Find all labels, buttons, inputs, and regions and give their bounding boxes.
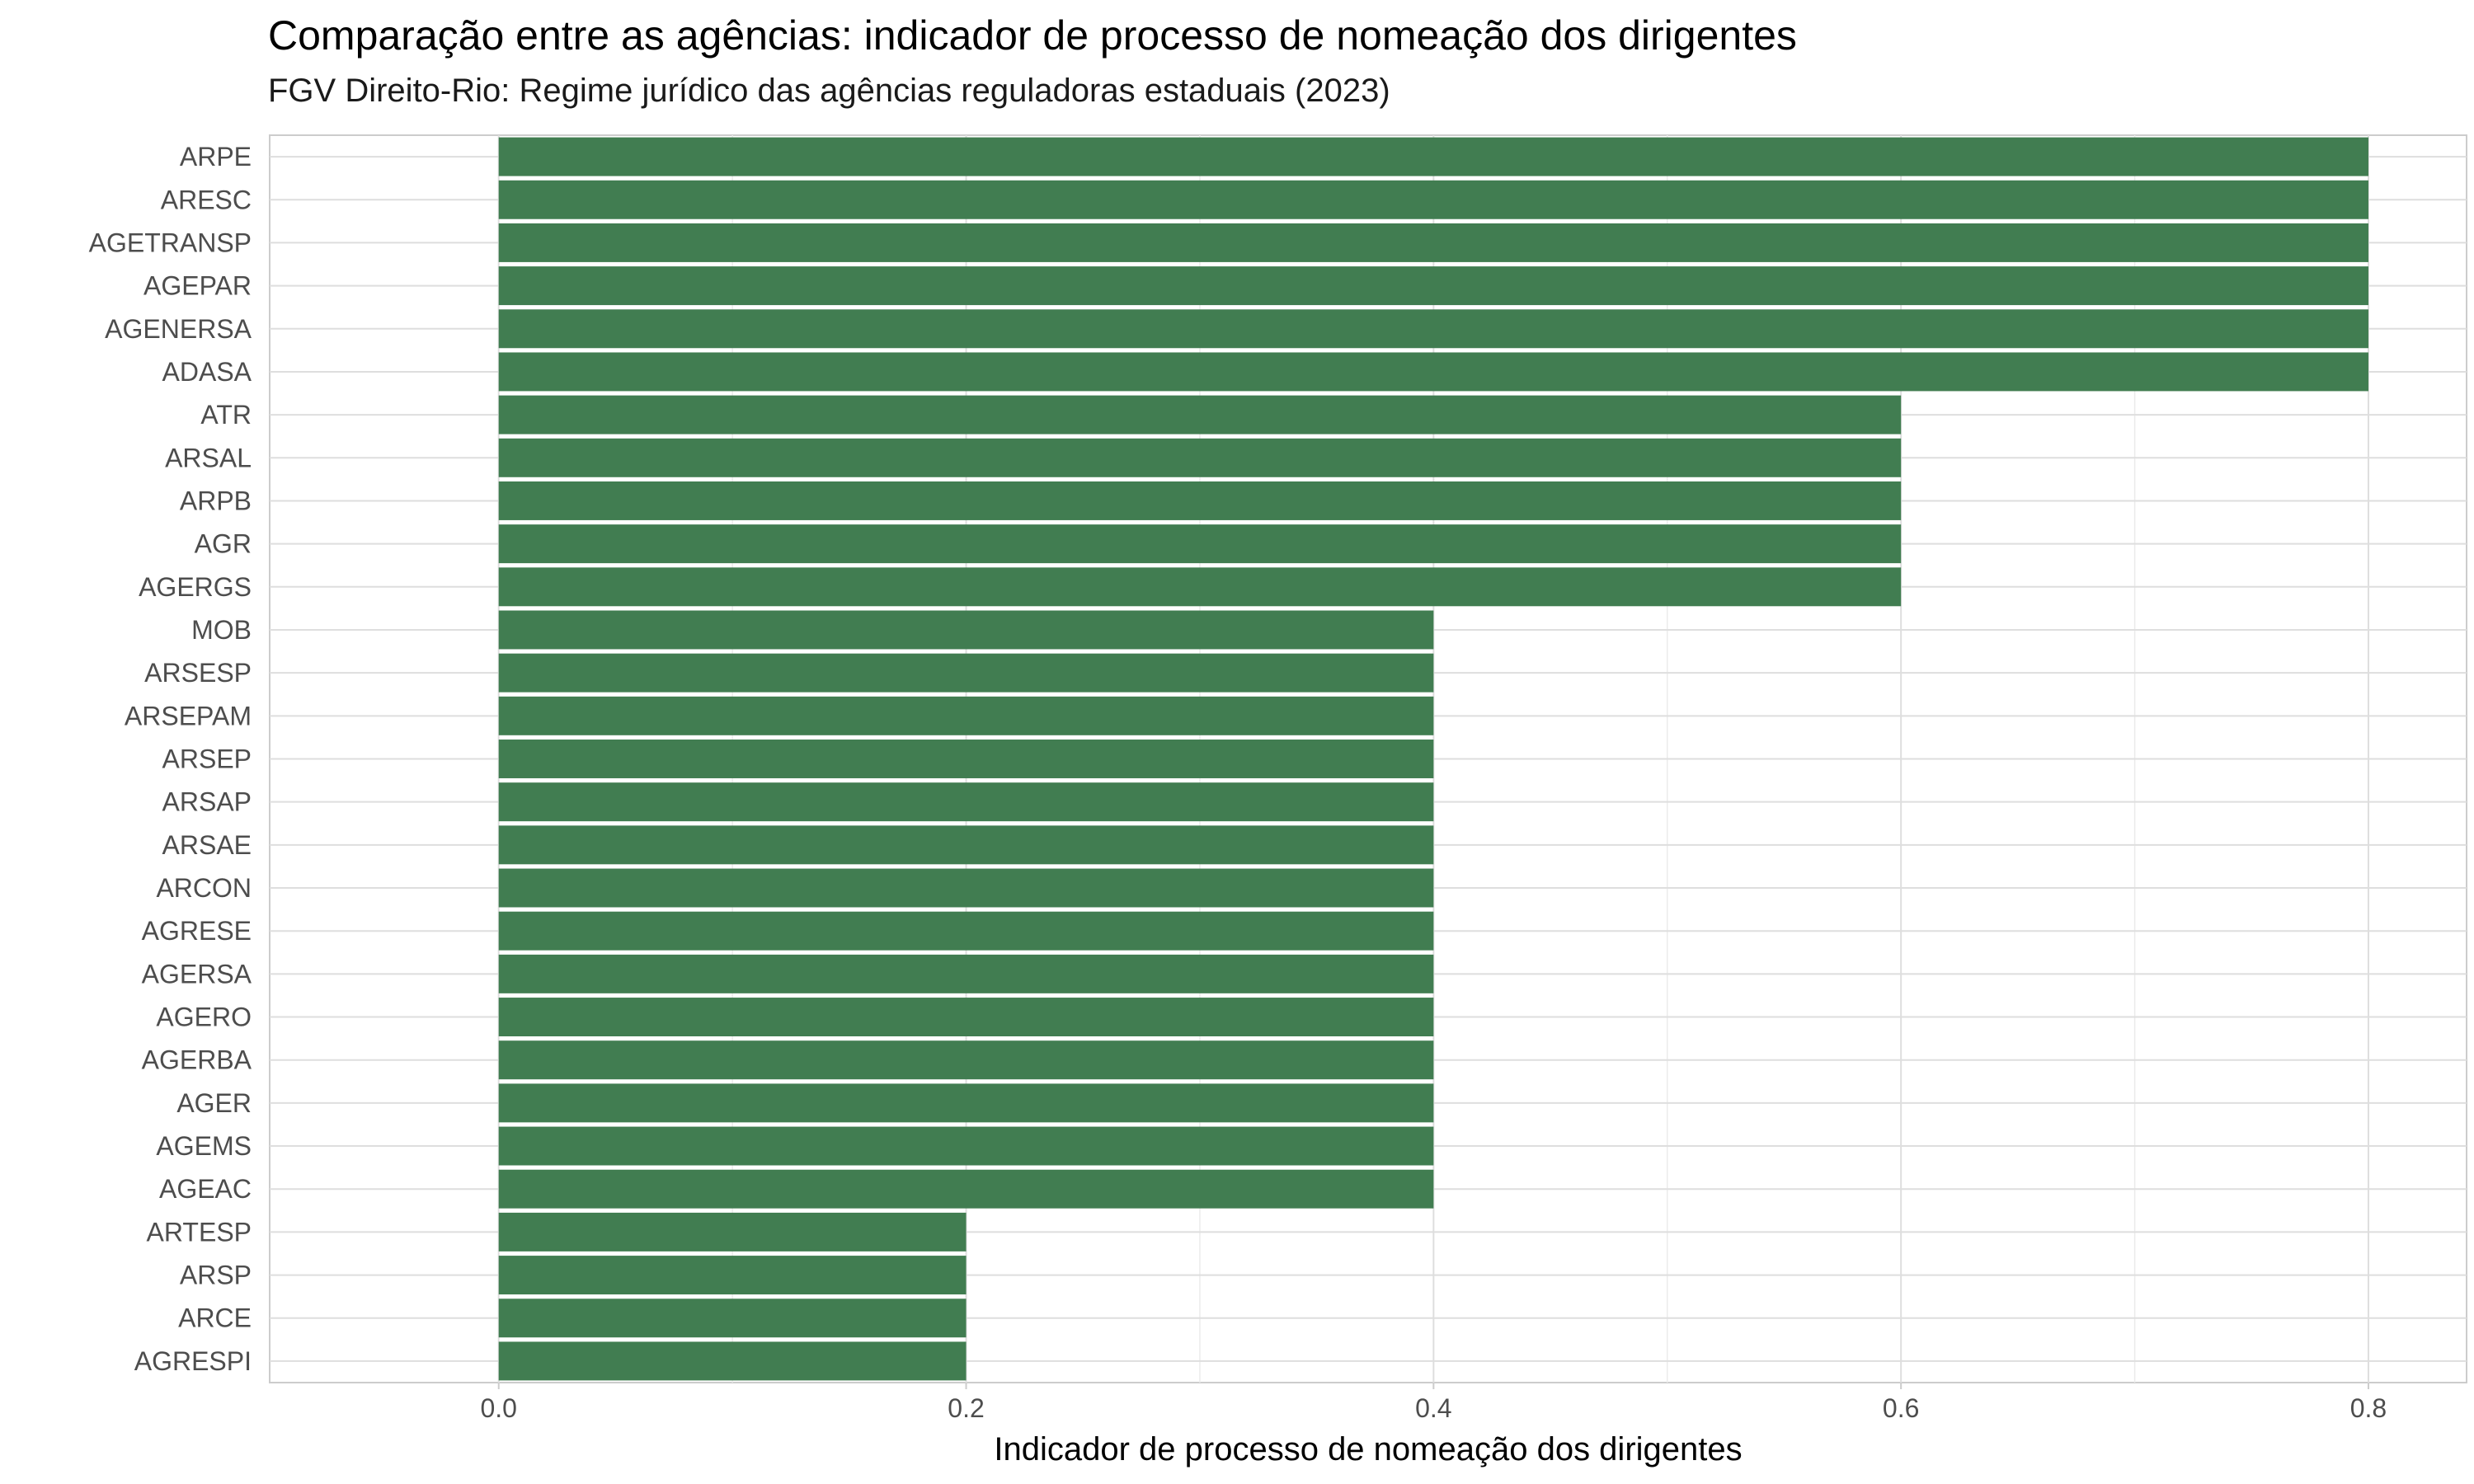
y-tick-label: ARSAP xyxy=(162,787,252,817)
bar-arsae xyxy=(498,825,1434,865)
y-tick-label: ADASA xyxy=(162,357,252,387)
bar-arsal xyxy=(498,438,1902,477)
y-tick-label: ATR xyxy=(200,400,252,430)
bar-agergs xyxy=(498,567,1902,607)
chart-subtitle: FGV Direito-Rio: Regime jurídico das agê… xyxy=(268,73,1390,109)
x-tick-label: 0.6 xyxy=(1883,1393,1919,1423)
x-tick-label: 0.8 xyxy=(2350,1393,2387,1423)
y-tick-label: MOB xyxy=(191,615,252,645)
y-tick-label: AGRESPI xyxy=(134,1346,252,1376)
chart-title: Comparação entre as agências: indicador … xyxy=(268,12,1797,59)
bar-agero xyxy=(498,998,1434,1037)
bar-atr xyxy=(498,395,1902,434)
y-tick-label: ARPE xyxy=(180,142,252,171)
x-tick-label: 0.2 xyxy=(948,1393,984,1423)
y-tick-label: AGERO xyxy=(156,1003,252,1032)
y-tick-label: AGERBA xyxy=(142,1045,252,1075)
bar-agerba xyxy=(498,1040,1434,1080)
x-tick-label: 0.4 xyxy=(1415,1393,1451,1423)
bar-arpe xyxy=(498,137,2368,176)
y-tick-label: ARSP xyxy=(180,1261,252,1290)
y-tick-label: AGETRANSP xyxy=(89,228,252,257)
bar-agrespi xyxy=(498,1341,967,1381)
x-tick-labels: 0.0 0.2 0.4 0.6 0.8 xyxy=(480,1383,2387,1423)
bar-agetransp xyxy=(498,223,2368,262)
bar-arsepam xyxy=(498,696,1434,735)
y-tick-label: AGEAC xyxy=(159,1174,252,1204)
bar-layer xyxy=(498,137,2368,1381)
x-axis-label-text: Indicador de processo de nomeação dos di… xyxy=(994,1431,1743,1468)
bar-arsp xyxy=(498,1256,967,1295)
y-tick-label: ARSEP xyxy=(162,744,252,774)
y-tick-label: ARSAL xyxy=(165,443,252,472)
y-tick-label: ARPB xyxy=(180,486,252,515)
bar-arsesp xyxy=(498,653,1434,693)
y-tick-label: AGEMS xyxy=(156,1131,252,1161)
y-tick-label: AGR xyxy=(195,529,252,559)
bar-ageac xyxy=(498,1169,1434,1209)
bar-arpb xyxy=(498,481,1902,520)
bar-ager xyxy=(498,1083,1434,1123)
bar-agrese xyxy=(498,911,1434,951)
y-tick-label: ARCE xyxy=(178,1303,252,1333)
bar-arce xyxy=(498,1298,967,1338)
bar-arcon xyxy=(498,868,1434,908)
y-tick-label: AGRESE xyxy=(142,916,252,946)
y-tick-label: ARESC xyxy=(161,185,252,214)
y-tick-label: AGERSA xyxy=(142,959,252,989)
y-tick-label: ARTESP xyxy=(147,1217,252,1247)
y-tick-label: AGER xyxy=(176,1088,252,1118)
bar-artesp xyxy=(498,1212,967,1252)
y-tick-labels: ARPE ARESC AGETRANSP AGEPAR AGENERSA ADASA ATR… xyxy=(89,142,252,1376)
y-tick-label: AGENERSA xyxy=(105,314,252,344)
y-tick-label: ARSAE xyxy=(162,830,252,860)
y-tick-label: AGERGS xyxy=(139,572,252,602)
bar-agepar xyxy=(498,266,2368,306)
bar-arsep xyxy=(498,740,1434,778)
bar-aresc xyxy=(498,180,2368,219)
y-tick-label: ARSESP xyxy=(144,658,252,688)
y-tick-label: ARSEPAM xyxy=(125,701,252,730)
bar-agr xyxy=(498,524,1902,564)
bar-agersa xyxy=(498,954,1434,993)
x-axis-label: Indicador de processo de nomeação dos di… xyxy=(270,1431,2467,1468)
bar-agems xyxy=(498,1126,1434,1166)
x-tick-label: 0.0 xyxy=(480,1393,516,1423)
bar-adasa xyxy=(498,352,2368,392)
y-tick-label: ARCON xyxy=(156,873,252,903)
bar-agenersa xyxy=(498,309,2368,349)
bar-arsap xyxy=(498,782,1434,822)
bar-mob xyxy=(498,610,1434,650)
y-tick-label: AGEPAR xyxy=(143,271,252,301)
